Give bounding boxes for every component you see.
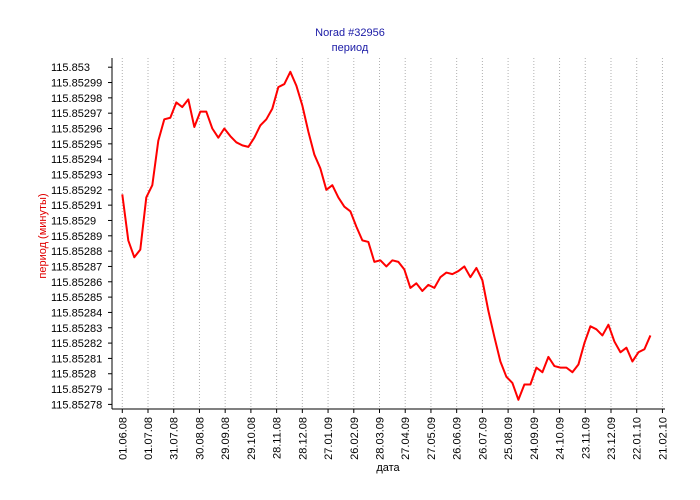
x-tick-label: 28.11.08 bbox=[272, 417, 284, 459]
x-tick-label: 24.09.09 bbox=[529, 417, 541, 460]
y-tick-label: 115.85279 bbox=[51, 384, 102, 396]
x-tick-label: 26.07.09 bbox=[477, 417, 489, 460]
y-tick-label: 115.8529 bbox=[51, 215, 96, 227]
x-tick-label: 24.10.09 bbox=[555, 417, 567, 460]
x-tick-label: 01.07.08 bbox=[143, 417, 155, 460]
y-tick-label: 115.85292 bbox=[51, 185, 102, 197]
x-tick-label: 23.11.09 bbox=[580, 417, 592, 459]
x-tick-label: 29.10.08 bbox=[246, 417, 258, 460]
x-tick-label: 27.01.09 bbox=[323, 417, 335, 460]
y-tick-label: 115.85291 bbox=[51, 200, 102, 212]
y-tick-label: 115.85298 bbox=[51, 93, 102, 105]
y-tick-label: 115.85296 bbox=[51, 124, 102, 136]
y-tick-label: 115.85282 bbox=[51, 338, 102, 350]
x-tick-label: 27.05.09 bbox=[426, 417, 438, 460]
x-tick-label: 25.08.09 bbox=[503, 417, 515, 460]
x-tick-label: 31.07.08 bbox=[169, 417, 181, 460]
x-tick-label: 29.09.08 bbox=[220, 417, 232, 460]
y-tick-label: 115.85281 bbox=[51, 353, 102, 365]
y-tick-label: 115.85278 bbox=[51, 399, 102, 411]
x-tick-label: 26.06.09 bbox=[452, 417, 464, 460]
y-tick-label: 115.85283 bbox=[51, 323, 102, 335]
y-tick-label: 115.853 bbox=[51, 62, 90, 74]
x-tick-label: 28.12.08 bbox=[297, 417, 309, 460]
x-tick-label: 01.06.08 bbox=[117, 417, 129, 460]
y-tick-label: 115.85299 bbox=[51, 78, 102, 90]
y-tick-label: 115.8528 bbox=[51, 369, 96, 381]
x-tick-label: 28.03.09 bbox=[374, 417, 386, 460]
x-tick-label: 27.04.09 bbox=[400, 417, 412, 460]
y-tick-label: 115.85288 bbox=[51, 246, 102, 258]
x-tick-label: 23.12.09 bbox=[606, 417, 618, 460]
y-tick-label: 115.85295 bbox=[51, 139, 102, 151]
x-tick-label: 21.02.10 bbox=[657, 417, 669, 460]
y-tick-label: 115.85297 bbox=[51, 108, 102, 120]
data-line bbox=[121, 70, 652, 401]
x-tick-label: 22.01.10 bbox=[632, 417, 644, 460]
y-tick-label: 115.85287 bbox=[51, 261, 102, 273]
chart-title: Norad #32956 bbox=[315, 27, 385, 39]
y-axis-label: период (минуты) bbox=[37, 193, 49, 278]
x-axis-label: дата bbox=[376, 462, 400, 474]
y-tick-label: 115.85293 bbox=[51, 169, 102, 181]
y-tick-label: 115.85286 bbox=[51, 277, 102, 289]
y-tick-label: 115.85284 bbox=[51, 307, 102, 319]
x-tick-label: 26.02.09 bbox=[349, 417, 361, 460]
y-tick-label: 115.85294 bbox=[51, 154, 102, 166]
chart-subtitle: период bbox=[332, 42, 369, 54]
y-tick-label: 115.85289 bbox=[51, 231, 102, 243]
x-tick-label: 30.08.08 bbox=[194, 417, 206, 460]
y-tick-label: 115.85285 bbox=[51, 292, 102, 304]
